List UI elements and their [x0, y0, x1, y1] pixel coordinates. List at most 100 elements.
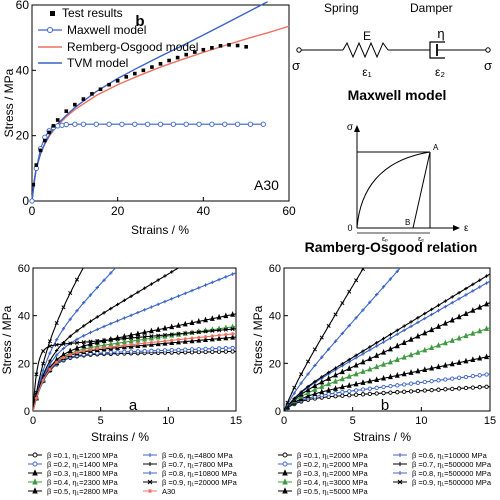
data-point [224, 332, 228, 337]
data-point [61, 355, 66, 360]
data-point [203, 283, 208, 287]
eps1-label: ε₁ [362, 65, 371, 79]
right-chart-plot-frame [283, 267, 491, 412]
data-point [148, 489, 152, 493]
legend-label: β =0.3, η₁=2000 MPa [297, 469, 368, 478]
data-point [75, 337, 79, 342]
data-point [394, 356, 400, 362]
data-point [401, 370, 407, 377]
data-point [471, 282, 475, 287]
data-point [184, 52, 188, 57]
series-line [284, 355, 490, 411]
data-point [203, 316, 209, 323]
data-point [148, 341, 154, 347]
data-point [354, 353, 358, 358]
data-point [170, 270, 174, 274]
data-point [339, 383, 345, 390]
data-point [196, 329, 201, 335]
data-point [436, 342, 441, 348]
series-line-maxwell [31, 123, 264, 202]
data-point [305, 386, 311, 393]
data-point [346, 365, 352, 371]
data-point [360, 387, 366, 392]
data-point [247, 121, 254, 127]
data-point [75, 350, 79, 355]
data-point [367, 365, 373, 372]
data-point [156, 278, 160, 282]
data-point [361, 349, 365, 353]
data-point [415, 380, 421, 385]
data-point [436, 378, 441, 383]
data-point [388, 384, 393, 389]
data-point [108, 337, 113, 342]
data-point [61, 346, 66, 351]
data-point [170, 297, 174, 301]
data-point [227, 43, 231, 47]
data-point [388, 332, 393, 337]
ro-point-b: B [405, 218, 410, 227]
data-point [408, 351, 414, 358]
data-point [319, 335, 324, 340]
data-point [353, 370, 359, 377]
series-line [284, 280, 490, 411]
data-point [176, 294, 181, 298]
data-point [32, 452, 38, 458]
data-point [34, 163, 39, 167]
data-point [429, 378, 434, 384]
left-node [296, 47, 302, 53]
data-point [156, 302, 160, 306]
data-point [478, 285, 482, 289]
maxwell-schematic: Spring Damper E η σ σ ε₁ ε₂ Maxwell mode… [292, 1, 492, 103]
data-point [354, 278, 359, 283]
data-point [74, 344, 80, 351]
data-point [333, 378, 338, 384]
series-line [33, 325, 236, 411]
data-point [456, 359, 462, 365]
data-point [346, 373, 352, 379]
data-point [375, 292, 379, 297]
data-point [61, 305, 66, 310]
data-point [169, 347, 174, 353]
ro-origin-label: 0 [347, 223, 352, 233]
data-point [170, 338, 174, 343]
data-point [210, 346, 215, 351]
data-point [299, 390, 303, 394]
data-point [48, 359, 52, 363]
data-point [189, 347, 195, 352]
data-point [136, 290, 140, 294]
data-point [422, 388, 427, 393]
data-point [395, 332, 399, 336]
data-point [203, 329, 208, 334]
top-chart-plot-frame [31, 4, 290, 202]
data-point [408, 336, 414, 342]
data-point [408, 369, 414, 375]
data-point [129, 335, 134, 341]
data-point [32, 487, 38, 494]
data-point [326, 347, 331, 351]
data-point [333, 339, 338, 343]
data-point [55, 118, 60, 122]
data-point [34, 396, 39, 400]
data-point [102, 278, 106, 282]
data-point [398, 471, 402, 475]
data-point [190, 336, 194, 340]
data-point [109, 271, 113, 275]
legend-label: β =0.2, η₁=2000 MPa [297, 460, 368, 469]
spring-label: Spring [324, 1, 359, 15]
data-point [32, 469, 38, 476]
data-point [189, 330, 195, 335]
series-line [284, 302, 490, 411]
ro-point-a: A [433, 143, 439, 152]
sigma-right-label: σ [484, 58, 492, 73]
data-point [95, 346, 99, 351]
data-point [456, 375, 462, 380]
data-point [415, 367, 421, 374]
data-point [155, 326, 161, 332]
data-point [101, 350, 107, 355]
data-point [416, 320, 420, 325]
data-point [216, 346, 222, 351]
data-point [135, 349, 141, 354]
data-point [326, 375, 332, 381]
x-tick-label: 0 [30, 415, 36, 427]
